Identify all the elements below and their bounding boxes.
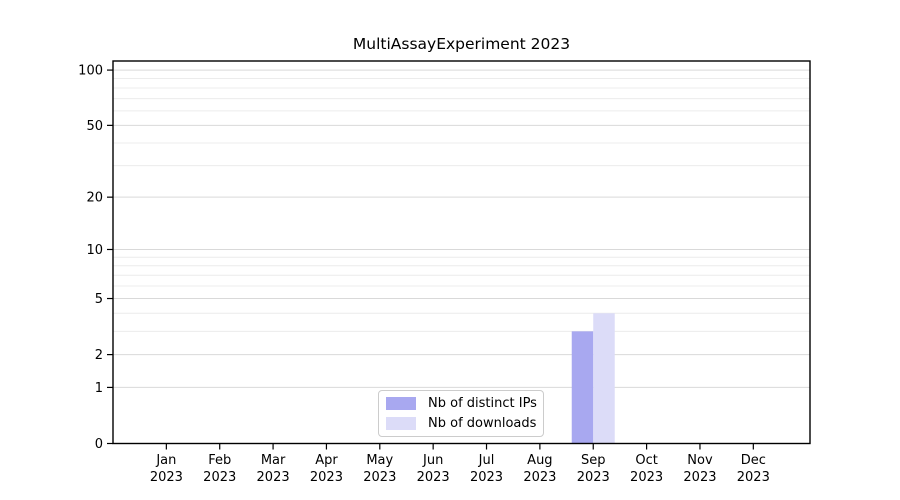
x-tick-label-year: 2023 (203, 470, 236, 485)
chart-title: MultiAssayExperiment 2023 (352, 35, 571, 53)
legend-item-distinct-ips: Nb of distinct IPs (386, 396, 537, 411)
x-tick-label-month: Feb (208, 453, 231, 468)
y-tick-label: 20 (86, 191, 103, 206)
legend: Nb of distinct IPs Nb of downloads (378, 390, 544, 437)
x-tick-label-month: Mar (261, 453, 286, 468)
y-tick-label: 10 (86, 243, 103, 258)
y-tick-label: 2 (95, 348, 103, 363)
x-tick-label-year: 2023 (150, 470, 183, 485)
x-tick-label-month: Jul (478, 453, 495, 468)
x-tick-label-month: Jun (422, 453, 443, 468)
x-tick-label-year: 2023 (257, 470, 290, 485)
y-tick-label: 5 (95, 292, 103, 307)
x-tick-label-year: 2023 (683, 470, 716, 485)
y-tick-label: 50 (86, 119, 103, 134)
x-tick-label-year: 2023 (363, 470, 396, 485)
x-tick-label-year: 2023 (310, 470, 343, 485)
y-tick-label: 1 (95, 381, 103, 396)
y-tick-label: 0 (95, 437, 103, 452)
x-tick-label-year: 2023 (470, 470, 503, 485)
x-tick-label-month: Jan (155, 453, 176, 468)
legend-item-downloads: Nb of downloads (386, 416, 537, 431)
legend-label-downloads: Nb of downloads (428, 416, 537, 431)
y-tick-label: 100 (78, 64, 103, 79)
legend-swatch-downloads-icon (386, 417, 416, 430)
bar-downloads-sep (593, 313, 615, 444)
x-tick-label-year: 2023 (523, 470, 556, 485)
legend-label-distinct-ips: Nb of distinct IPs (428, 396, 537, 411)
x-tick-label-month: Oct (635, 453, 657, 468)
x-tick-label-year: 2023 (630, 470, 663, 485)
x-tick-label-month: May (366, 453, 393, 468)
x-tick-label-month: Apr (315, 453, 338, 468)
x-tick-label-month: Nov (687, 453, 713, 468)
x-tick-label-year: 2023 (577, 470, 610, 485)
x-tick-label-month: Aug (527, 453, 552, 468)
x-tick-label-year: 2023 (417, 470, 450, 485)
axes-spines (112, 60, 811, 445)
legend-swatch-distinct-ips-icon (386, 397, 416, 410)
x-tick-label-month: Dec (741, 453, 766, 468)
bar-distinct-ips-sep (571, 331, 594, 444)
x-tick-label-year: 2023 (737, 470, 770, 485)
x-tick-label-month: Sep (581, 453, 606, 468)
